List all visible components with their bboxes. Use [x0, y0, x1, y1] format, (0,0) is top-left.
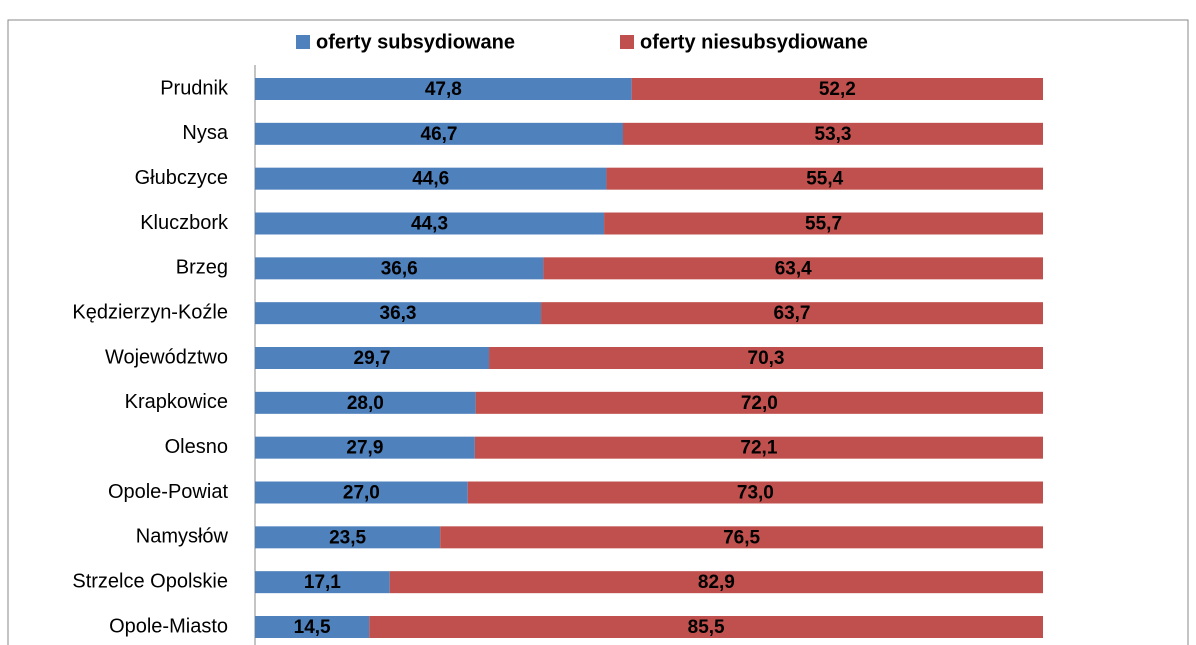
data-label: 28,0 [347, 393, 384, 414]
y-tick-label: Krapkowice [125, 391, 228, 413]
bar-segment [255, 167, 607, 190]
bar-segment [369, 616, 1043, 638]
y-tick-label: Strzelce Opolskie [72, 570, 228, 592]
data-label: 73,0 [737, 483, 774, 504]
data-label: 36,3 [380, 303, 417, 324]
bar-segment [604, 212, 1043, 235]
bar-segment [255, 481, 468, 504]
bar-segment [255, 78, 632, 100]
data-label: 47,8 [425, 79, 462, 100]
data-label: 29,7 [354, 348, 391, 369]
data-label: 70,3 [748, 348, 785, 369]
data-label: 53,3 [815, 124, 852, 145]
data-label: 36,6 [381, 258, 418, 279]
bar-segment [255, 122, 623, 145]
y-tick-label: Kędzierzyn-Koźle [72, 301, 228, 323]
bar-segment [622, 122, 1043, 145]
y-tick-label: Głubczyce [135, 167, 228, 189]
data-label: 55,7 [805, 214, 842, 235]
bar-segment [631, 78, 1043, 100]
bar-segment [255, 616, 370, 638]
data-label: 63,7 [774, 303, 811, 324]
data-label: 72,1 [740, 438, 777, 459]
data-label: 27,9 [346, 438, 383, 459]
y-tick-label: Kluczbork [140, 212, 229, 234]
legend-swatch [296, 35, 310, 49]
data-label: 44,3 [411, 214, 448, 235]
chart-frame [7, 19, 1189, 645]
bar-segment [255, 212, 605, 235]
y-tick-label: Województwo [105, 346, 228, 368]
bar-segment [389, 571, 1043, 594]
bar-segment [255, 571, 390, 594]
bar-segment [255, 391, 476, 414]
bar-segment [255, 526, 441, 549]
data-label: 44,6 [412, 169, 449, 190]
bar-segment [467, 481, 1043, 504]
data-label: 52,2 [819, 79, 856, 100]
data-label: 23,5 [329, 527, 366, 548]
y-tick-label: Prudnik [160, 77, 229, 99]
y-tick-label: Olesno [165, 436, 228, 458]
bar-segment [255, 436, 475, 459]
y-tick-label: Namysłów [136, 526, 229, 548]
data-label: 72,0 [741, 393, 778, 414]
bar-segment [255, 302, 542, 325]
bar-segment [489, 347, 1043, 369]
legend-label: oferty niesubsydiowane [640, 31, 868, 53]
bar-segment [541, 302, 1043, 325]
bar-segment [255, 347, 490, 369]
bar-segment [543, 257, 1043, 280]
data-label: 85,5 [688, 617, 725, 638]
y-tick-label: Opole-Powiat [108, 481, 229, 503]
data-label: 17,1 [304, 572, 341, 593]
y-tick-label: Opole-Miasto [109, 615, 228, 637]
data-label: 27,0 [343, 483, 380, 504]
data-label: 55,4 [806, 169, 843, 190]
data-label: 82,9 [698, 572, 735, 593]
bar-segment [474, 436, 1043, 459]
data-label: 46,7 [421, 124, 458, 145]
bar-segment [475, 391, 1043, 414]
legend-label: oferty subsydiowane [316, 31, 515, 53]
bar-segment [606, 167, 1043, 190]
bar-segment [255, 257, 544, 280]
y-tick-label: Brzeg [176, 257, 228, 279]
bar-segment [440, 526, 1043, 549]
legend-swatch [620, 35, 634, 49]
data-label: 63,4 [775, 258, 812, 279]
y-tick-label: Nysa [182, 122, 228, 144]
data-label: 14,5 [294, 617, 331, 638]
data-label: 76,5 [723, 527, 760, 548]
